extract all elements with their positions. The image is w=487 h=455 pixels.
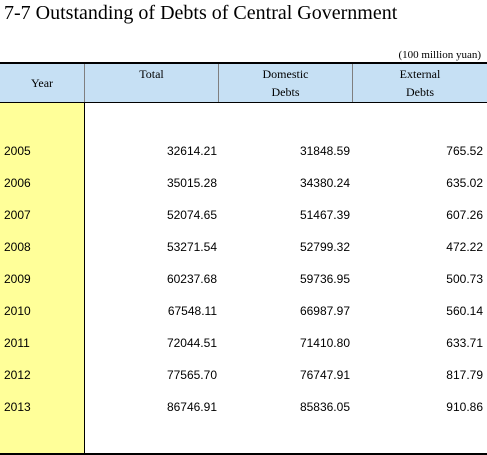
cell-year: 2007 xyxy=(4,208,31,222)
cell-year: 2008 xyxy=(4,240,31,254)
year-column-highlight xyxy=(0,102,84,455)
header-external-sub: Debts xyxy=(406,85,434,99)
cell-total: 52074.65 xyxy=(166,208,217,222)
cell-domestic: 76747.91 xyxy=(299,368,350,382)
cell-year: 2005 xyxy=(4,144,31,158)
cell-external: 607.26 xyxy=(446,208,483,222)
cell-total: 86746.91 xyxy=(166,400,217,414)
cell-total: 77565.70 xyxy=(166,368,217,382)
table-row: 2005 32614.21 31848.59 765.52 xyxy=(0,141,487,161)
cell-year: 2011 xyxy=(4,336,30,350)
cell-total: 32614.21 xyxy=(166,144,217,158)
cell-domestic: 71410.80 xyxy=(299,336,350,350)
table-row: 2011 72044.51 71410.80 633.71 xyxy=(0,333,487,353)
header-divider xyxy=(84,64,85,102)
cell-year: 2010 xyxy=(4,304,31,318)
cell-domestic: 51467.39 xyxy=(299,208,350,222)
table-row: 2010 67548.11 66987.97 560.14 xyxy=(0,301,487,321)
header-bottom-rule xyxy=(0,102,487,103)
table-row: 2012 77565.70 76747.91 817.79 xyxy=(0,365,487,385)
debts-table: Year Total Domestic Debts External Debts… xyxy=(0,62,487,455)
table-row: 2009 60237.68 59736.95 500.73 xyxy=(0,269,487,289)
cell-domestic: 66987.97 xyxy=(299,304,350,318)
header-external: External xyxy=(399,67,441,81)
header-divider xyxy=(352,64,353,102)
table-top-rule xyxy=(0,62,487,64)
table-row: 2013 86746.91 85836.05 910.86 xyxy=(0,397,487,417)
cell-year: 2012 xyxy=(4,368,31,382)
cell-total: 53271.54 xyxy=(166,240,217,254)
cell-domestic: 31848.59 xyxy=(299,144,350,158)
table-bottom-rule xyxy=(0,453,487,455)
year-column-divider xyxy=(84,103,85,453)
cell-total: 67548.11 xyxy=(167,304,217,318)
cell-external: 633.71 xyxy=(446,336,483,350)
cell-domestic: 59736.95 xyxy=(299,272,350,286)
header-year: Year xyxy=(30,76,54,90)
header-divider xyxy=(218,64,219,102)
table-row: 2006 35015.28 34380.24 635.02 xyxy=(0,173,487,193)
table-row: 2008 53271.54 52799.32 472.22 xyxy=(0,237,487,257)
header-domestic-sub: Debts xyxy=(271,85,300,99)
cell-year: 2006 xyxy=(4,176,31,190)
cell-external: 635.02 xyxy=(446,176,483,190)
cell-domestic: 85836.05 xyxy=(299,400,350,414)
cell-domestic: 52799.32 xyxy=(299,240,350,254)
cell-external: 817.79 xyxy=(446,368,483,382)
cell-year: 2009 xyxy=(4,272,31,286)
header-total: Total xyxy=(139,67,164,81)
cell-external: 472.22 xyxy=(446,240,483,254)
header-domestic: Domestic xyxy=(262,67,309,81)
cell-domestic: 34380.24 xyxy=(299,176,350,190)
cell-external: 560.14 xyxy=(446,304,483,318)
cell-total: 60237.68 xyxy=(166,272,217,286)
cell-external: 910.86 xyxy=(446,400,483,414)
cell-year: 2013 xyxy=(4,400,31,414)
unit-note: (100 million yuan) xyxy=(398,49,482,61)
table-row: 2007 52074.65 51467.39 607.26 xyxy=(0,205,487,225)
cell-total: 35015.28 xyxy=(166,176,217,190)
cell-total: 72044.51 xyxy=(166,336,217,350)
cell-external: 765.52 xyxy=(446,144,483,158)
cell-external: 500.73 xyxy=(446,272,483,286)
table-header xyxy=(0,64,487,102)
page-title: 7-7 Outstanding of Debts of Central Gove… xyxy=(4,2,398,24)
